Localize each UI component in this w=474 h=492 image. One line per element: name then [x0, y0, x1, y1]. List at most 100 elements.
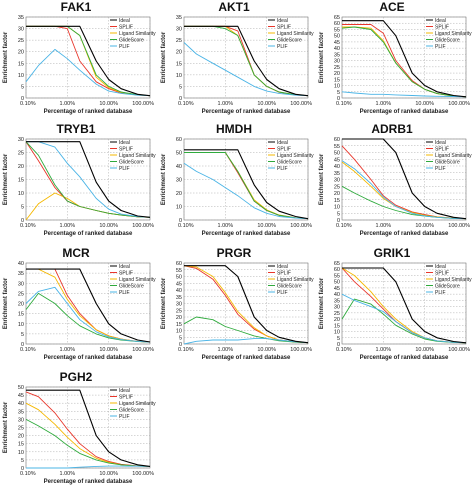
y-tick-label: 0 — [337, 218, 340, 224]
chart-panel-mcr: MCR 0 5 10 15 20 25 30 35 40 0.10% 1.00% 10.00% 100.0… — [0, 246, 156, 368]
y-tick-label: 0 — [179, 96, 182, 102]
series-line-plif — [183, 162, 309, 220]
x-tick-label: 0.10% — [178, 347, 194, 353]
legend-entry: Ligand Similarity — [435, 277, 472, 283]
y-tick-label: 5 — [179, 335, 182, 341]
series-line-glidescore — [183, 316, 309, 344]
chart-svg: HMDH 0 10 20 30 40 50 60 0.10% 1.00% 10.00% 100.00%… — [161, 122, 314, 237]
y-tick-label: 30 — [176, 302, 182, 308]
chart-panel-adrb1: ADRB1 0 5 10 15 20 25 30 35 40 45 50 55 60 0.10% 1.00% 1… — [316, 122, 472, 244]
chart-panel-ace: ACE 0 5 10 15 20 25 30 35 40 45 50 55 60 65 0.10% 1.00% 1… — [316, 0, 472, 122]
series-line-glidescore — [25, 419, 151, 467]
y-tick-label: 5 — [21, 458, 24, 464]
y-tick-label: 20 — [18, 302, 24, 308]
chart-svg: MCR 0 5 10 15 20 25 30 35 40 0.10% 1.00% 10.00% 100.0… — [3, 246, 156, 361]
chart-title: HMDH — [216, 122, 252, 136]
y-tick-label: 65 — [334, 261, 340, 267]
chart-title: ACE — [379, 0, 404, 14]
series-line-ideal — [26, 141, 151, 218]
legend-entry: GlideScore — [119, 407, 144, 413]
y-tick-label: 60 — [176, 261, 182, 267]
x-tick-label: 0.10% — [20, 347, 36, 353]
y-tick-label: 25 — [334, 184, 340, 190]
chart-title: GRIK1 — [374, 246, 411, 260]
y-tick-label: 25 — [334, 311, 340, 317]
y-tick-label: 40 — [334, 46, 340, 52]
y-tick-label: 35 — [176, 295, 182, 301]
x-tick-label: 10.00% — [257, 223, 276, 229]
legend-entry: SPLIF — [435, 146, 449, 152]
x-axis-label: Percentage of ranked database — [360, 355, 449, 361]
y-tick-label: 0 — [179, 218, 182, 224]
y-tick-label: 10 — [18, 450, 24, 456]
x-axis-label: Percentage of ranked database — [202, 231, 291, 237]
legend-entry: PLIF — [119, 44, 130, 50]
legend-entry: PLIF — [277, 166, 288, 172]
x-tick-label: 10.00% — [257, 347, 276, 353]
series-line-glidescore — [184, 152, 309, 220]
y-tick-label: 0 — [21, 218, 24, 224]
y-tick-label: 15 — [18, 312, 24, 318]
y-tick-label: 20 — [176, 50, 182, 56]
legend-entry: Ideal — [435, 140, 446, 146]
y-axis-label: Enrichment factor — [319, 277, 325, 329]
legend-entry: PLIF — [119, 414, 130, 420]
x-tick-label: 10.00% — [415, 347, 434, 353]
y-tick-label: 25 — [18, 291, 24, 297]
x-tick-label: 1.00% — [60, 101, 76, 107]
series-line-plif — [341, 160, 467, 220]
legend-entry: GlideScore — [119, 283, 144, 289]
y-tick-label: 20 — [18, 434, 24, 440]
y-tick-label: 10 — [176, 329, 182, 335]
y-tick-label: 60 — [176, 137, 182, 143]
x-axis-label: Percentage of ranked database — [202, 109, 291, 115]
x-tick-label: 1.00% — [60, 471, 76, 477]
y-tick-label: 45 — [334, 40, 340, 46]
x-axis-label: Percentage of ranked database — [202, 355, 291, 361]
y-tick-label: 0 — [337, 342, 340, 348]
chart-title: PRGR — [217, 246, 252, 260]
legend-entry: Ligand Similarity — [435, 153, 472, 159]
y-tick-label: 35 — [334, 52, 340, 58]
x-axis-label: Percentage of ranked database — [44, 479, 133, 485]
x-tick-label: 1.00% — [60, 347, 76, 353]
y-axis-label: Enrichment factor — [319, 153, 325, 205]
y-tick-label: 35 — [18, 15, 24, 21]
y-tick-label: 20 — [18, 50, 24, 56]
x-tick-label: 100.00% — [290, 347, 312, 353]
x-tick-label: 1.00% — [376, 347, 392, 353]
legend-entry: Ligand Similarity — [119, 277, 156, 283]
y-tick-label: 20 — [176, 191, 182, 197]
x-tick-label: 0.10% — [178, 101, 194, 107]
legend-entry: Ideal — [277, 140, 288, 146]
legend-entry: PLIF — [435, 166, 446, 172]
chart-panel-fak1: FAK1 0 5 10 15 20 25 30 35 0.10% 1.00% 10.00% 100.00… — [0, 0, 156, 122]
y-tick-label: 60 — [334, 21, 340, 27]
y-tick-label: 20 — [334, 191, 340, 197]
x-tick-label: 0.10% — [20, 101, 36, 107]
y-tick-label: 0 — [337, 96, 340, 102]
y-tick-label: 50 — [334, 280, 340, 286]
legend-entry: GlideScore — [277, 283, 302, 289]
y-tick-label: 15 — [176, 61, 182, 67]
y-tick-label: 60 — [334, 137, 340, 143]
x-tick-label: 0.10% — [336, 347, 352, 353]
y-tick-label: 30 — [176, 27, 182, 33]
chart-title: AKT1 — [218, 0, 250, 14]
x-tick-label: 0.10% — [20, 471, 36, 477]
x-tick-label: 100.00% — [132, 101, 154, 107]
series-line-plif — [25, 48, 151, 97]
x-tick-label: 100.00% — [132, 471, 154, 477]
series-line-plif — [183, 42, 309, 97]
x-tick-label: 100.00% — [132, 347, 154, 353]
y-tick-label: 15 — [334, 198, 340, 204]
y-tick-label: 40 — [18, 261, 24, 267]
series-line-ideal — [342, 267, 467, 344]
chart-panel-grik1: GRIK1 0 5 10 15 20 25 30 35 40 45 50 55 60 65 0.10% 1.00… — [316, 246, 472, 368]
x-axis-label: Percentage of ranked database — [44, 109, 133, 115]
legend-entry: Ligand Similarity — [435, 31, 472, 37]
legend-entry: PLIF — [119, 290, 130, 296]
legend-entry: GlideScore — [435, 159, 460, 165]
y-tick-label: 25 — [176, 308, 182, 314]
legend-entry: SPLIF — [119, 394, 133, 400]
